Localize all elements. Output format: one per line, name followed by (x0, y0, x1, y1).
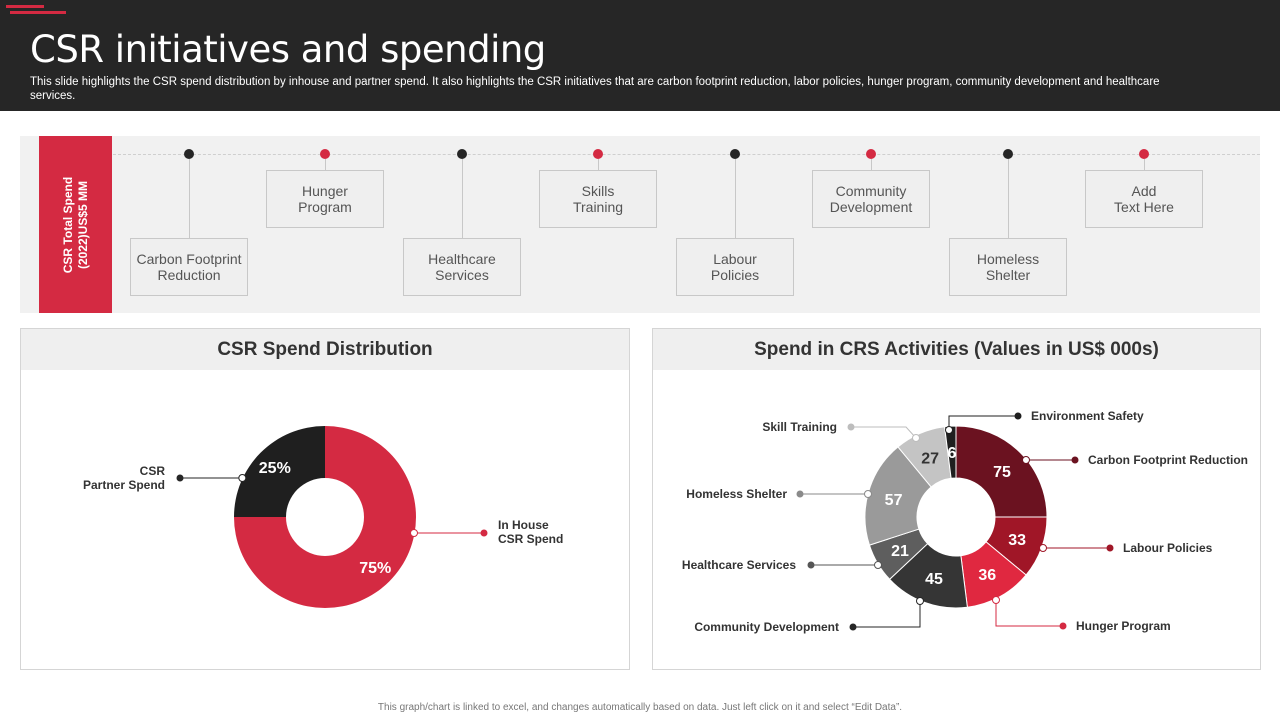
timeline-item-add-text-here: Add Text Here (1085, 170, 1203, 228)
timeline-item-healthcare-services: Healthcare Services (403, 238, 521, 296)
timeline-item-community-development: Community Development (812, 170, 930, 228)
timeline-connector (1008, 159, 1009, 238)
timeline-connector (462, 159, 463, 238)
total-spend-tab: CSR Total Spend (2022)US$5 MM (39, 136, 112, 313)
timeline-item-labour-policies: Labour Policies (676, 238, 794, 296)
timeline-item-homeless-shelter: Homeless Shelter (949, 238, 1067, 296)
footer-note: This graph/chart is linked to excel, and… (377, 702, 903, 713)
timeline-dot (730, 149, 740, 159)
timeline-dot (457, 149, 467, 159)
total-spend-label: CSR Total Spend (2022)US$5 MM (60, 176, 90, 273)
timeline-connector (871, 159, 872, 170)
timeline-item-skills-training: Skills Training (539, 170, 657, 228)
timeline-connector (189, 159, 190, 238)
timeline-connector (325, 159, 326, 170)
activities-spend-title: Spend in CRS Activities (Values in US$ 0… (653, 329, 1260, 370)
timeline-item-hunger-program: Hunger Program (266, 170, 384, 228)
header-decoration (6, 5, 44, 8)
header-decoration (10, 11, 66, 14)
spend-distribution-title: CSR Spend Distribution (21, 329, 629, 370)
activities-spend-panel: Spend in CRS Activities (Values in US$ 0… (652, 328, 1261, 670)
timeline-connector (735, 159, 736, 238)
timeline-connector (1144, 159, 1145, 170)
timeline-dot (866, 149, 876, 159)
timeline-line (113, 154, 1260, 155)
timeline-dot (184, 149, 194, 159)
timeline-dot (1003, 149, 1013, 159)
timeline-item-carbon-footprint-reduction: Carbon Footprint Reduction (130, 238, 248, 296)
timeline-dot (593, 149, 603, 159)
timeline-dot (1139, 149, 1149, 159)
page-subtitle: This slide highlights the CSR spend dist… (30, 76, 1160, 102)
page-title: CSR initiatives and spending (30, 28, 546, 71)
spend-distribution-panel: CSR Spend Distribution (20, 328, 630, 670)
timeline-dot (320, 149, 330, 159)
header-bar: CSR initiatives and spending This slide … (0, 0, 1280, 111)
timeline-connector (598, 159, 599, 170)
